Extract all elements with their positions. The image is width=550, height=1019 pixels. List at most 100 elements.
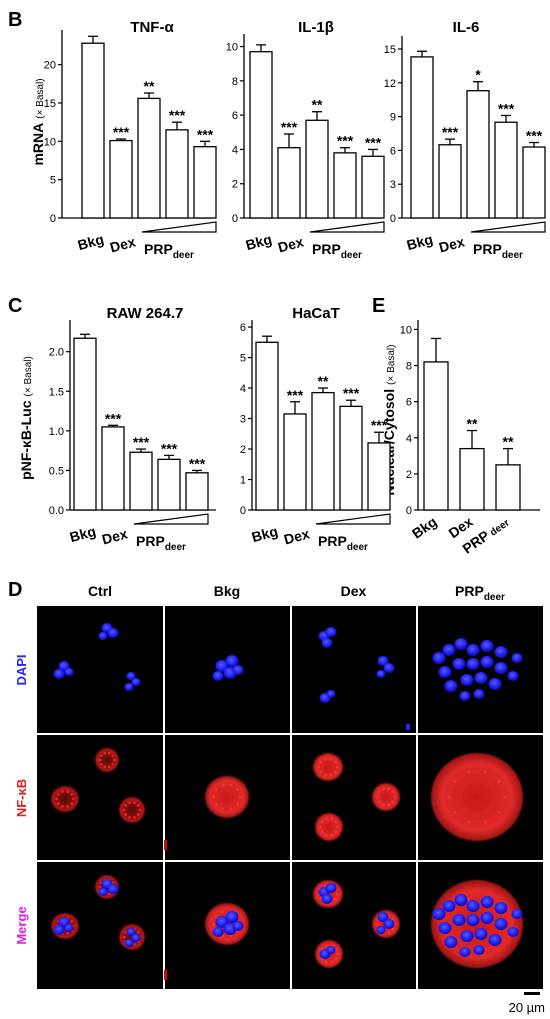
nucleus <box>326 946 336 954</box>
y-tick-label: 2 <box>232 179 238 191</box>
speckle <box>448 795 451 799</box>
nucleus <box>480 640 494 652</box>
cytoplasm <box>313 753 343 781</box>
bar-PRP3 <box>522 146 546 219</box>
y-tick-label: 4 <box>232 144 238 156</box>
speckle <box>136 804 140 807</box>
speckle <box>376 795 379 799</box>
speckle <box>66 932 69 935</box>
speckle <box>325 944 328 948</box>
nucleus <box>442 900 456 912</box>
speckle <box>229 783 233 787</box>
micrograph-grid <box>37 606 543 989</box>
nucleus <box>454 638 468 650</box>
x-label-dex: Dex <box>437 233 466 255</box>
x-label-dex: Dex <box>108 233 137 255</box>
edge-artifact <box>164 970 167 980</box>
speckle <box>111 754 115 758</box>
bar-PRP3 <box>367 442 391 511</box>
bar-PRP2 <box>333 152 357 219</box>
speckle <box>335 892 339 896</box>
dose-wedge <box>133 513 209 525</box>
significance-label: ** <box>503 434 514 450</box>
nucleus <box>473 945 485 955</box>
y-tick-label: 10 <box>226 42 238 54</box>
y-tick-label: 6 <box>406 397 412 409</box>
prp-sub: deer <box>165 542 186 553</box>
nucleus <box>507 671 519 681</box>
y-tick-label: 0.5 <box>49 465 64 477</box>
speckle <box>335 765 339 769</box>
prp-sub: deer <box>484 592 505 603</box>
bar-PRP1 <box>129 451 153 511</box>
speckle <box>55 797 58 801</box>
speckle <box>107 892 111 896</box>
grid-divider <box>416 606 418 989</box>
nucleus <box>321 638 333 648</box>
cell-panel-1-1 <box>205 776 249 818</box>
y-tick-label: 8 <box>406 361 412 373</box>
bar-Bkg <box>255 341 279 511</box>
y-tick-label: 6 <box>232 110 238 122</box>
chart-title: IL-1β <box>298 19 334 36</box>
bar-PRP1 <box>311 391 335 511</box>
cell-panel-1-2 <box>205 903 249 945</box>
prp-sub: deer <box>347 542 368 553</box>
nucleus <box>64 924 74 932</box>
nucleus <box>480 912 494 924</box>
speckle <box>229 807 233 811</box>
nucleus <box>383 919 395 929</box>
nucleus <box>442 644 456 656</box>
speckle <box>377 790 381 794</box>
speckle <box>212 922 216 926</box>
x-label-prp: PRPdeer <box>136 533 186 553</box>
significance-label: *** <box>161 440 178 456</box>
nucleus <box>326 690 336 698</box>
speckle <box>336 825 339 829</box>
nucleus <box>377 912 389 922</box>
speckle <box>214 788 218 791</box>
nucleus <box>438 666 452 678</box>
nucleus <box>494 918 508 930</box>
prp-main: PRP <box>473 241 502 257</box>
prp-sub: deer <box>502 250 523 261</box>
speckle <box>467 820 470 824</box>
speckle <box>484 820 487 824</box>
cell-panel-2-1 <box>313 753 400 841</box>
speckle <box>334 830 338 834</box>
nucleus <box>466 658 480 670</box>
y-tick-label: 4 <box>240 383 246 395</box>
bar-Bkg <box>73 337 97 511</box>
cytoplasm <box>95 748 119 772</box>
bar-Dex <box>438 144 462 219</box>
significance-label: *** <box>498 100 515 116</box>
significance-label: ** <box>318 373 329 389</box>
speckle <box>334 957 338 961</box>
bar-PRP3 <box>185 472 209 511</box>
speckle <box>229 934 233 938</box>
speckle <box>99 762 103 766</box>
nucleus <box>488 934 502 946</box>
nucleus <box>107 884 119 894</box>
significance-label: *** <box>113 124 130 140</box>
speckle <box>387 803 390 807</box>
nucleus <box>466 900 480 912</box>
significance-label: ** <box>312 97 323 113</box>
nucleus <box>131 934 141 942</box>
nucleus <box>325 627 337 637</box>
significance-label: *** <box>133 434 150 450</box>
y-tick-label: 0 <box>50 213 56 225</box>
speckle <box>133 816 136 819</box>
cytoplasm <box>431 753 523 841</box>
grid-divider <box>37 733 543 735</box>
y-tick-label: 20 <box>44 60 56 72</box>
y-tick-label: 9 <box>390 112 396 124</box>
cytoplasm <box>205 776 249 818</box>
y-tick-label: 0 <box>232 213 238 225</box>
prp-main: PRP <box>136 533 165 549</box>
column-header-1: Bkg <box>214 583 240 599</box>
x-label-bkg: Bkg <box>405 231 435 253</box>
dose-wedge <box>470 221 546 233</box>
x-label-bkg: Bkg <box>76 231 106 253</box>
